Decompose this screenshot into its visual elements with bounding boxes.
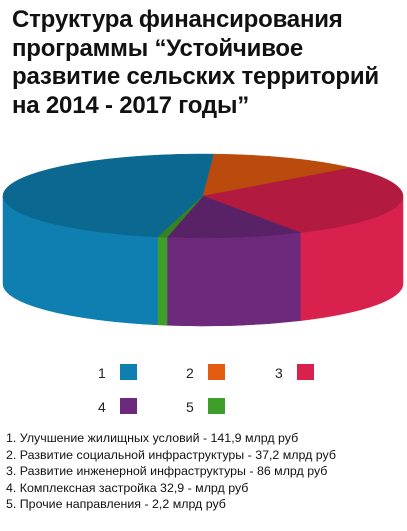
note-line-5: 5. Прочие направления - 2,2 млрд руб [6, 497, 226, 511]
legend-swatch-3 [297, 364, 314, 380]
pie-side-5 [157, 236, 168, 326]
legend-label-2: 2 [186, 365, 194, 381]
pie-slice-2 [202, 153, 352, 197]
legend-label-5: 5 [186, 399, 194, 415]
legend-label-3: 3 [275, 365, 283, 381]
note-line-2: 2. Развитие социальной инфраструктуры - … [6, 447, 336, 462]
legend-label-1: 1 [98, 365, 106, 381]
legend-swatch-1 [120, 364, 137, 380]
pie-slice-3 [202, 167, 404, 233]
pie-slice-1 [2, 153, 215, 238]
pie-slice-5 [157, 195, 204, 238]
legend-notes: 1. Улучшение жилищных условий - 141,9 мл… [6, 430, 336, 513]
legend-swatch-5 [208, 398, 225, 414]
pie-slice-4 [166, 195, 301, 239]
note-line-4: 4. Комплексная застройка 32,9 - млрд руб [6, 480, 249, 495]
note-line-1: 1. Улучшение жилищных условий - 141,9 мл… [6, 431, 299, 445]
legend-swatch-2 [208, 364, 225, 380]
legend-label-4: 4 [98, 399, 106, 415]
chart-title: Структура финансирования программы “Усто… [12, 6, 379, 119]
pie-side-4 [166, 232, 301, 327]
note-line-3: 3. Развитие инженерной инфраструктуры - … [6, 464, 328, 478]
pie-chart-3d [2, 153, 404, 327]
legend-swatch-4 [120, 398, 137, 414]
